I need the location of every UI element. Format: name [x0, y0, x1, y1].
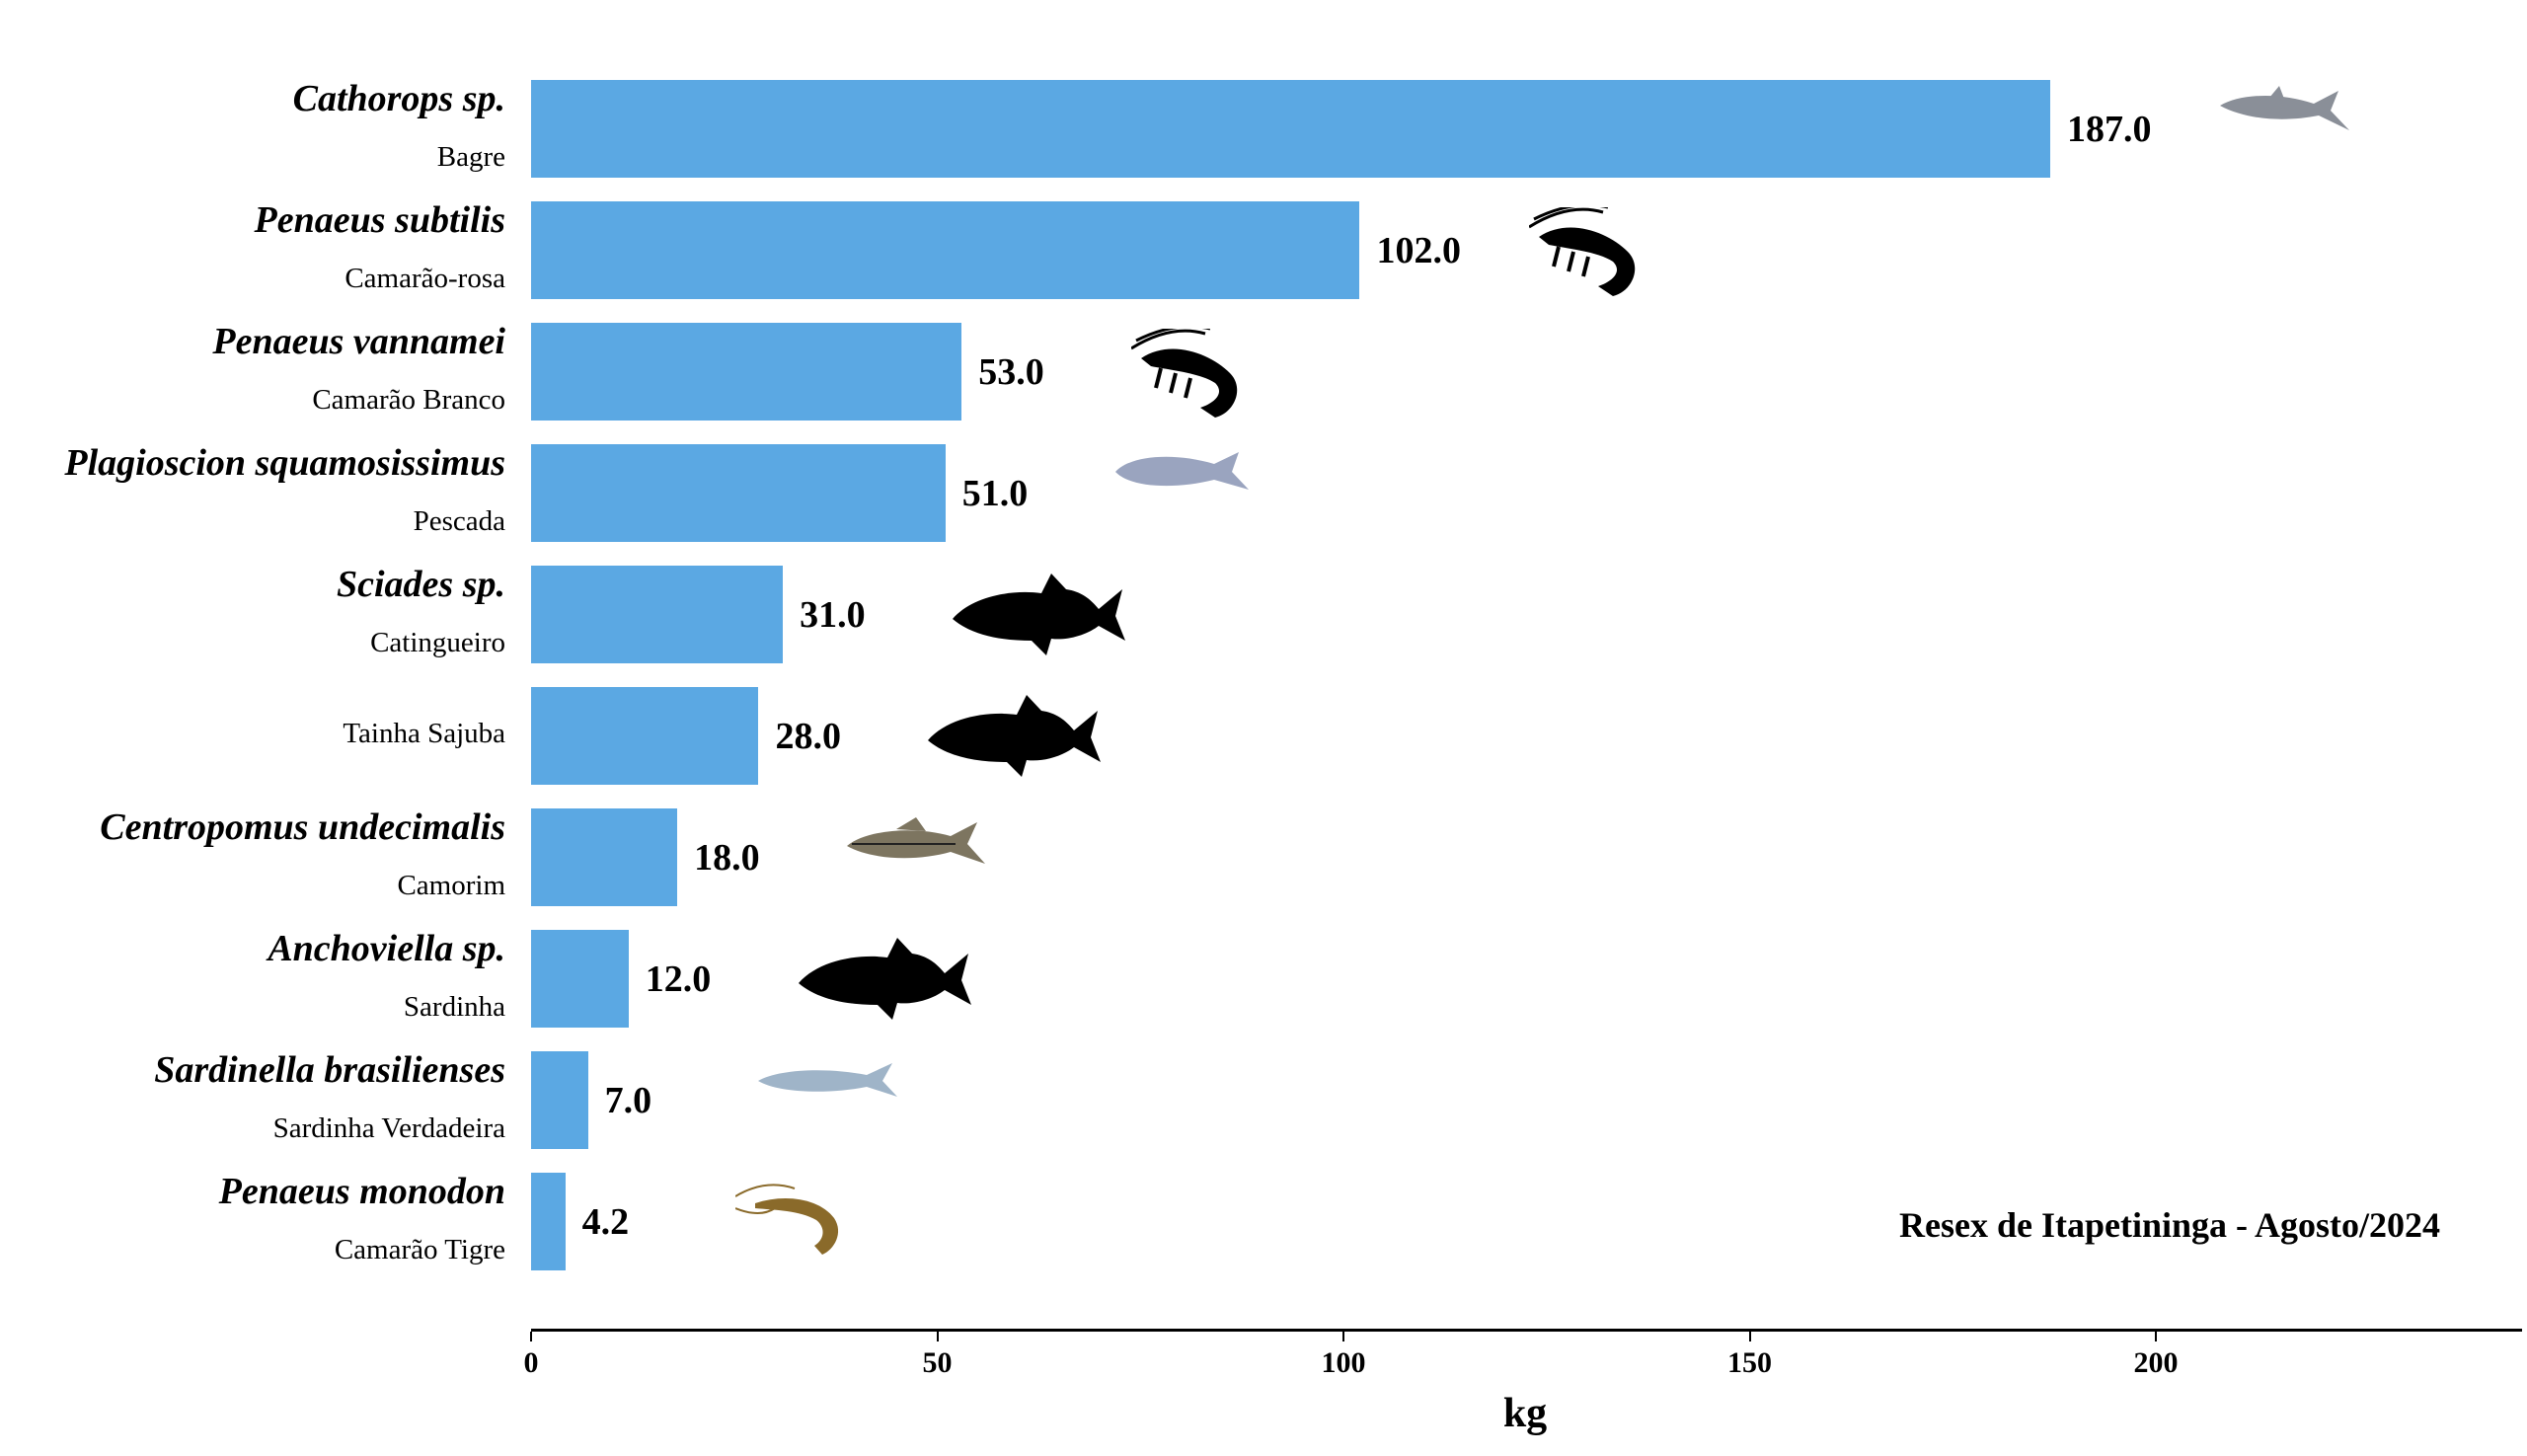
- catfish-icon: [2220, 86, 2349, 139]
- bar: [531, 930, 629, 1028]
- bar: [531, 1051, 588, 1149]
- data-label: 51.0: [961, 473, 1029, 514]
- data-label: 18.0: [694, 837, 760, 879]
- bar: [531, 687, 759, 785]
- category-common-name: Bagre: [436, 141, 505, 173]
- sardine-icon: [757, 1057, 897, 1106]
- category-scientific-name: Sardinella brasilienses: [154, 1049, 505, 1091]
- fish-silhouette-icon: [953, 572, 1126, 660]
- x-tick: [530, 1332, 532, 1341]
- category-common-name: Sardinha Verdadeira: [272, 1112, 505, 1144]
- data-label: 4.2: [581, 1201, 630, 1243]
- category-common-name: Tainha Sajuba: [343, 718, 505, 749]
- fish-silhouette-icon: [928, 693, 1102, 782]
- x-tick-label: 50: [922, 1346, 953, 1379]
- category-scientific-name: Penaeus monodon: [218, 1171, 505, 1212]
- bar: [531, 444, 946, 542]
- data-label: 102.0: [1376, 230, 1461, 271]
- x-tick: [1748, 1332, 1751, 1341]
- category-scientific-name: Sciades sp.: [337, 564, 505, 605]
- data-label: 31.0: [800, 594, 866, 636]
- x-tick-label: 0: [523, 1346, 539, 1379]
- category-scientific-name: Plagioscion squamosissimus: [64, 442, 505, 484]
- bar: [531, 201, 1360, 299]
- category-scientific-name: Centropomus undecimalis: [100, 806, 505, 848]
- data-label: 53.0: [978, 351, 1044, 393]
- bar: [531, 80, 2050, 178]
- snook-icon: [847, 814, 986, 873]
- shrimp-icon: [1528, 203, 1643, 309]
- category-common-name: Catingueiro: [370, 627, 505, 658]
- fish-silhouette-icon: [798, 936, 971, 1025]
- category-common-name: Camarão Branco: [312, 384, 505, 416]
- category-scientific-name: Penaeus subtilis: [254, 199, 505, 241]
- category-scientific-name: Cathorops sp.: [292, 78, 505, 119]
- x-axis-label: kg: [1502, 1391, 1548, 1436]
- x-axis-line: [531, 1329, 2522, 1332]
- data-label: 12.0: [645, 958, 712, 1000]
- data-label: 187.0: [2067, 109, 2152, 150]
- fish-icon: [1114, 450, 1249, 497]
- x-tick: [2155, 1332, 2157, 1341]
- x-tick: [936, 1332, 939, 1341]
- bar: [531, 566, 784, 663]
- tiger-shrimp-icon: [734, 1179, 849, 1260]
- bar: [531, 808, 678, 906]
- data-label: 7.0: [604, 1080, 652, 1121]
- category-common-name: Camorim: [397, 870, 505, 901]
- data-label: 28.0: [775, 716, 841, 757]
- category-scientific-name: Anchoviella sp.: [268, 928, 505, 969]
- x-tick: [1342, 1332, 1344, 1341]
- category-common-name: Camarão Tigre: [334, 1234, 505, 1265]
- category-common-name: Sardinha: [403, 991, 505, 1023]
- category-common-name: Pescada: [413, 505, 505, 537]
- category-common-name: Camarão-rosa: [345, 263, 505, 294]
- x-tick-label: 150: [1727, 1346, 1772, 1379]
- shrimp-icon: [1130, 325, 1245, 430]
- x-tick-label: 100: [1321, 1346, 1366, 1379]
- bar: [531, 1173, 566, 1270]
- bar: [531, 323, 962, 421]
- x-tick-label: 200: [2133, 1346, 2179, 1379]
- category-scientific-name: Penaeus vannamei: [212, 321, 505, 362]
- chart-title: Resex de Itapetininga - Agosto/2024: [1899, 1205, 2440, 1245]
